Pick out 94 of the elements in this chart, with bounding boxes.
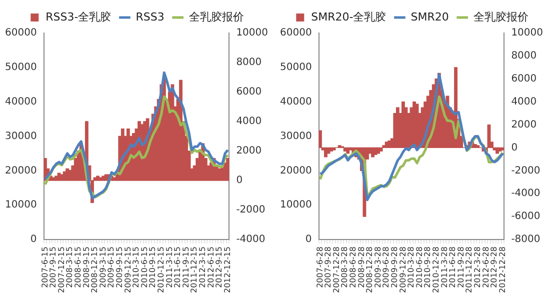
- y-tick-label: 30000: [5, 130, 37, 142]
- x-tick-label: 2009-12-28: [398, 246, 408, 294]
- y2-tick-label: -4000: [511, 188, 540, 200]
- x-tick-label: 2012-6-28: [481, 246, 490, 288]
- y-tick-label: 50000: [280, 62, 312, 74]
- y2-tick-label: -6000: [511, 211, 540, 222]
- legend-label: 全乳胶报价: [188, 10, 244, 24]
- y2-tick-label: 6000: [236, 86, 262, 98]
- x-tick-label: 2007-12-28: [332, 246, 341, 294]
- bar: [496, 147, 499, 154]
- x-tick-label: 2008-3-15: [65, 246, 74, 288]
- x-tick-label: 2011-9-28: [456, 246, 466, 288]
- y-tick-label: 0: [305, 234, 312, 246]
- y2-tick-label: 2000: [511, 119, 537, 130]
- x-tick-label: 2007-12-15: [56, 246, 66, 294]
- y2-tick-label: 4000: [236, 116, 262, 128]
- x-tick-label: 2012-9-28: [490, 246, 499, 288]
- y2-tick-label: 8000: [236, 57, 262, 68]
- x-tick-label: 2011-3-15: [164, 246, 174, 288]
- y-tick-label: 40000: [280, 96, 312, 108]
- bar: [476, 145, 480, 148]
- y2-tick-label: 6000: [511, 73, 537, 84]
- bar: [346, 147, 350, 154]
- y-tick-label: 40000: [5, 96, 37, 108]
- x-tick-label: 2008-9-28: [356, 246, 366, 288]
- y2-tick-label: 2000: [236, 146, 262, 157]
- x-tick-label: 2012-9-15: [214, 246, 224, 288]
- x-tick-label: 2012-12-15: [222, 246, 232, 294]
- y-tick-label: 0: [30, 234, 37, 246]
- bar: [226, 158, 230, 181]
- x-tick-label: 2008-9-15: [82, 246, 91, 288]
- x-tick-label: 2008-12-28: [365, 246, 374, 294]
- y2-tick-label: -8000: [511, 234, 540, 246]
- x-tick-label: 2009-9-28: [390, 246, 399, 288]
- y-tick-label: 20000: [280, 165, 312, 176]
- y2-tick-label: 4000: [511, 96, 537, 108]
- y2-tick-label: 0: [511, 142, 518, 154]
- y2-tick-label: -2000: [511, 165, 540, 176]
- x-tick-label: 2010-12-28: [431, 246, 440, 294]
- x-tick-label: 2007-6-28: [315, 246, 324, 288]
- y-tick-label: 30000: [280, 130, 312, 142]
- y2-tick-label: 10000: [511, 28, 543, 39]
- x-tick-label: 2008-6-28: [348, 246, 358, 288]
- y-tick-label: 10000: [280, 200, 312, 211]
- x-tick-label: 2009-6-28: [382, 246, 391, 288]
- x-tick-label: 2008-6-15: [73, 246, 82, 288]
- x-tick-label: 2010-6-15: [140, 246, 149, 288]
- x-tick-label: 2011-12-15: [190, 246, 199, 294]
- x-tick-label: 2010-9-15: [148, 246, 158, 288]
- legend-label: RSS3: [136, 10, 164, 24]
- legend-label: 全乳胶报价: [473, 10, 528, 24]
- x-tick-label: 2011-9-15: [181, 246, 190, 288]
- legend-label: RSS3-全乳胶: [46, 10, 112, 24]
- x-tick-label: 2009-6-15: [106, 246, 116, 288]
- bar: [318, 130, 322, 148]
- x-tick-label: 2008-3-28: [340, 246, 350, 288]
- bar: [376, 147, 380, 154]
- y2-tick-label: 0: [236, 175, 243, 186]
- bar: [112, 177, 116, 181]
- x-tick-label: 2011-12-28: [464, 246, 474, 294]
- x-tick-label: 2011-6-28: [448, 246, 458, 288]
- x-tick-label: 2009-3-28: [373, 246, 382, 288]
- bar: [379, 147, 383, 152]
- x-tick-label: 2007-6-15: [40, 246, 50, 288]
- bar: [382, 145, 386, 148]
- x-tick-label: 2009-3-15: [98, 246, 108, 288]
- bar: [501, 147, 504, 150]
- y-tick-label: 20000: [5, 165, 37, 176]
- x-tick-label: 2009-9-15: [114, 246, 124, 288]
- x-tick-label: 2007-9-28: [324, 246, 333, 288]
- y-tick-label: 60000: [280, 28, 312, 39]
- y-tick-label: 50000: [5, 62, 37, 74]
- y2-tick-label: -2000: [236, 204, 266, 216]
- legend-label: SMR20-全乳胶: [311, 10, 386, 24]
- x-tick-label: 2012-12-28: [498, 246, 507, 294]
- x-tick-label: 2011-6-15: [173, 246, 182, 288]
- x-tick-label: 2010-6-28: [414, 246, 424, 288]
- y2-tick-label: 10000: [236, 28, 268, 39]
- x-tick-label: 2012-3-15: [198, 246, 207, 288]
- x-tick-label: 2010-9-28: [423, 246, 432, 288]
- y-tick-label: 10000: [5, 200, 37, 211]
- y2-tick-label: 8000: [511, 50, 537, 62]
- x-tick-label: 2009-12-15: [123, 246, 132, 294]
- x-tick-label: 2010-3-15: [132, 246, 141, 288]
- x-tick-label: 2011-3-28: [440, 246, 449, 288]
- y-tick-label: 60000: [5, 28, 37, 39]
- x-tick-label: 2007-9-15: [48, 246, 58, 288]
- x-tick-label: 2012-6-15: [206, 246, 216, 288]
- x-tick-label: 2008-12-15: [90, 246, 100, 294]
- y2-tick-label: -4000: [236, 234, 266, 246]
- x-tick-label: 2010-12-15: [156, 246, 166, 294]
- x-tick-label: 2010-3-28: [406, 246, 416, 288]
- legend-label: SMR20: [410, 10, 449, 24]
- x-tick-label: 2012-3-28: [472, 246, 482, 288]
